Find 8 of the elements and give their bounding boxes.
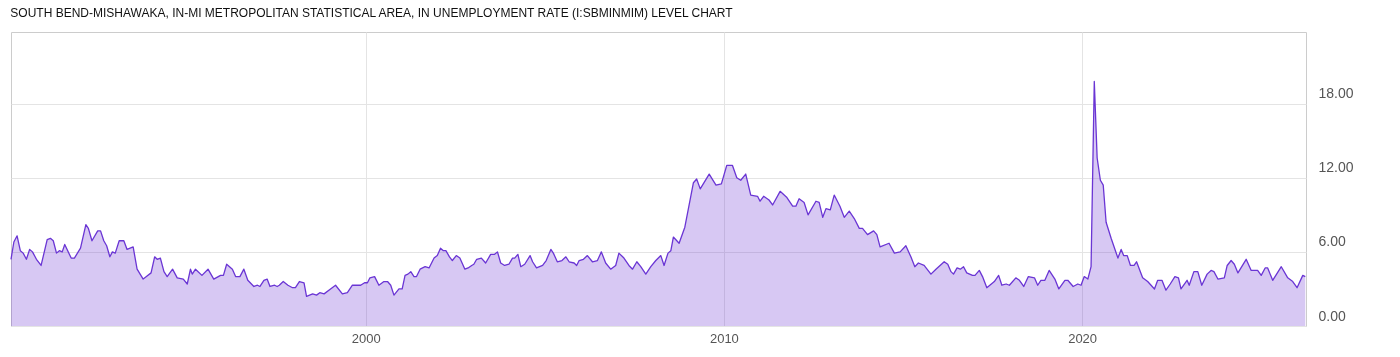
y-tick-label: 6.00 bbox=[1318, 233, 1346, 250]
x-tick-label: 2010 bbox=[709, 330, 739, 346]
y-tick-label: 12.00 bbox=[1318, 159, 1354, 176]
y-tick-label: 18.00 bbox=[1318, 85, 1354, 102]
x-tick-label: 2000 bbox=[351, 330, 381, 346]
x-tick-label: 2020 bbox=[1068, 330, 1098, 346]
y-tick-label: 0.00 bbox=[1318, 307, 1346, 324]
chart-title: SOUTH BEND-MISHAWAKA, IN-MI METROPOLITAN STATISTICAL AREA, IN UNEMPLOYMENT RATE (I:SBMINMIM) LEVEL CHART bbox=[10, 6, 734, 20]
